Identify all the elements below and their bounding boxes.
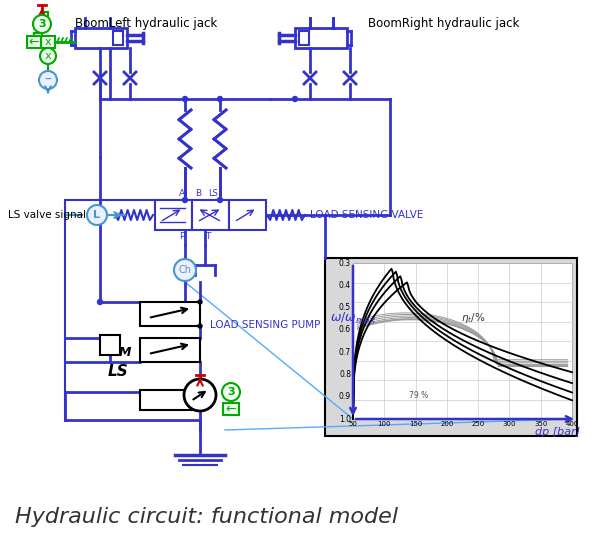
Text: 350: 350 <box>534 421 547 427</box>
Bar <box>353 263 572 419</box>
Bar <box>113 31 123 45</box>
Text: 0.8: 0.8 <box>339 370 351 379</box>
Bar <box>223 403 239 415</box>
Bar <box>75 28 127 48</box>
Text: 0.9: 0.9 <box>339 392 351 401</box>
Text: B: B <box>195 189 201 198</box>
Circle shape <box>184 379 216 411</box>
Text: T: T <box>205 232 211 241</box>
Text: M: M <box>119 345 131 359</box>
Text: 0.3: 0.3 <box>339 258 351 267</box>
Circle shape <box>293 97 298 101</box>
Bar <box>192 200 229 230</box>
Text: x: x <box>44 51 52 61</box>
Text: Hydraulic circuit: functional model: Hydraulic circuit: functional model <box>15 507 398 527</box>
Text: LOAD SENSING VALVE: LOAD SENSING VALVE <box>310 210 424 220</box>
Text: dp [bar]: dp [bar] <box>535 427 580 437</box>
Bar <box>140 390 195 410</box>
Text: Ch: Ch <box>179 265 191 275</box>
Circle shape <box>218 198 223 202</box>
Circle shape <box>198 324 202 328</box>
Text: 1.0: 1.0 <box>339 415 351 424</box>
Text: 3: 3 <box>227 387 235 397</box>
Text: P: P <box>179 232 185 241</box>
Circle shape <box>182 198 187 202</box>
Text: 79 %: 79 % <box>409 391 428 400</box>
Bar <box>140 338 200 362</box>
Circle shape <box>87 205 107 225</box>
Bar <box>229 200 266 230</box>
Bar <box>155 200 192 230</box>
Circle shape <box>222 383 240 401</box>
Circle shape <box>40 48 56 64</box>
Text: –: – <box>44 73 52 87</box>
Circle shape <box>198 300 202 304</box>
Bar <box>295 28 347 48</box>
Text: 0.5: 0.5 <box>339 303 351 312</box>
Text: 250: 250 <box>472 421 485 427</box>
Bar <box>325 258 577 436</box>
Circle shape <box>218 97 223 101</box>
Text: 400: 400 <box>565 421 578 427</box>
Text: LS: LS <box>107 365 128 380</box>
Text: 50: 50 <box>349 421 358 427</box>
Circle shape <box>33 15 51 33</box>
Bar <box>27 36 41 48</box>
Text: ←: ← <box>226 403 236 416</box>
Circle shape <box>39 71 57 89</box>
Text: L: L <box>94 210 101 220</box>
Text: 300: 300 <box>503 421 516 427</box>
Text: LS valve signal: LS valve signal <box>8 210 86 220</box>
Text: A: A <box>179 189 185 198</box>
Text: 200: 200 <box>440 421 454 427</box>
Text: 0.7: 0.7 <box>339 347 351 357</box>
Circle shape <box>97 300 103 304</box>
Bar <box>41 36 55 48</box>
Bar <box>299 31 309 45</box>
Circle shape <box>182 97 187 101</box>
Text: 0.4: 0.4 <box>339 281 351 290</box>
Bar <box>100 335 120 355</box>
Text: 0.6: 0.6 <box>339 325 351 335</box>
Text: BoomLeft hydraulic jack: BoomLeft hydraulic jack <box>75 17 217 30</box>
Text: 150: 150 <box>409 421 422 427</box>
Bar <box>140 302 200 326</box>
Text: ←: ← <box>29 35 39 48</box>
Text: $\omega/\omega_{max}$: $\omega/\omega_{max}$ <box>330 310 376 325</box>
Text: 3: 3 <box>38 19 46 29</box>
Text: LOAD SENSING PUMP: LOAD SENSING PUMP <box>210 320 320 330</box>
Text: BoomRight hydraulic jack: BoomRight hydraulic jack <box>368 17 520 30</box>
Text: LS: LS <box>208 189 218 198</box>
Text: 100: 100 <box>377 421 391 427</box>
Text: $\eta_t / \%$: $\eta_t / \%$ <box>461 310 485 324</box>
Circle shape <box>174 259 196 281</box>
Text: x: x <box>44 37 52 47</box>
